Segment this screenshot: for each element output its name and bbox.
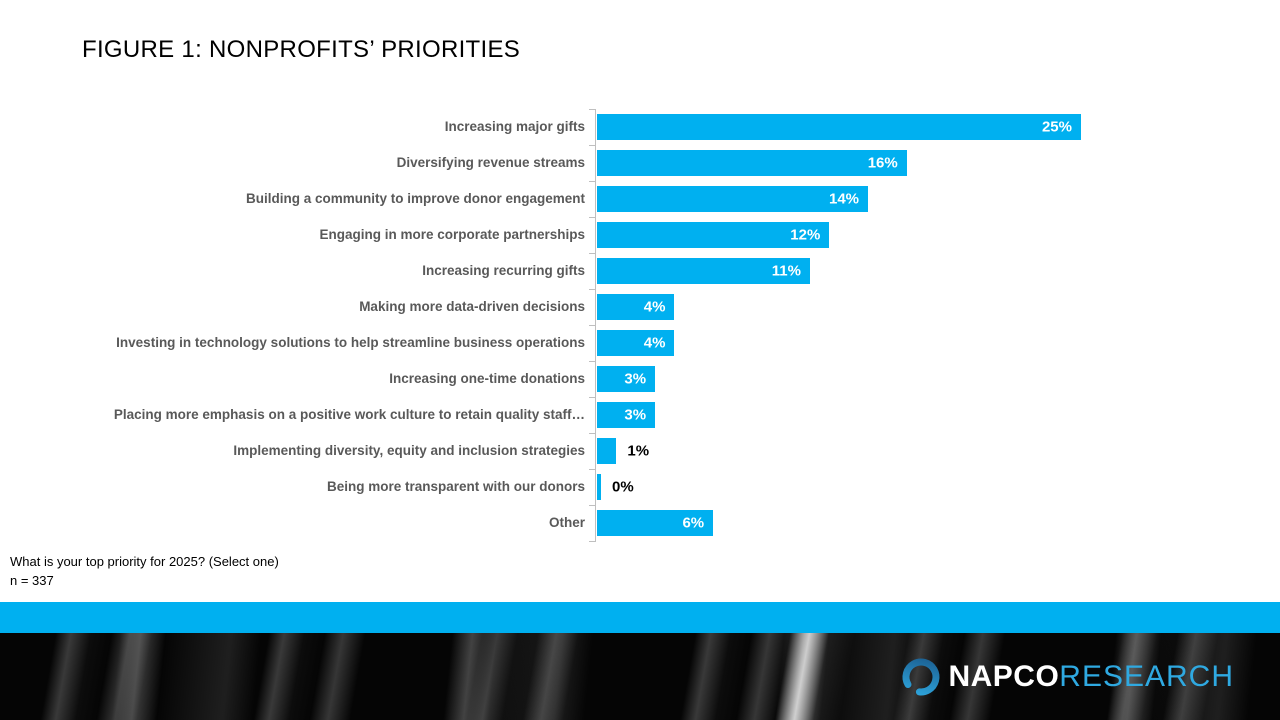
axis-tick [589, 541, 596, 542]
axis-tick [589, 253, 596, 254]
chart-row: Being more transparent with our donors 0% [0, 469, 1280, 505]
chart-row: Diversifying revenue streams 16% [0, 145, 1280, 181]
value-label: 25% [1041, 118, 1072, 136]
value-label: 14% [829, 190, 860, 208]
bar: 3% [597, 402, 656, 428]
bar [597, 438, 617, 464]
category-label: Increasing recurring gifts [422, 262, 585, 278]
bar-track: 4% [595, 325, 1280, 361]
chart-row: Engaging in more corporate partnerships 1… [0, 217, 1280, 253]
value-label: 16% [867, 154, 898, 172]
category-label: Increasing major gifts [444, 118, 585, 134]
bar-track: 0% [595, 469, 1280, 505]
footer-accent-band [0, 602, 1280, 633]
value-label: 6% [682, 514, 705, 532]
category-label: Building a community to improve donor en… [245, 190, 585, 206]
axis-tick [589, 181, 596, 182]
axis-tick [589, 325, 596, 326]
bar-track: 1% [595, 433, 1280, 469]
bar-track: 16% [595, 145, 1280, 181]
survey-question: What is your top priority for 2025? (Sel… [10, 554, 279, 569]
axis-tick [589, 433, 596, 434]
bar [597, 474, 601, 500]
axis-tick [589, 289, 596, 290]
axis-tick [589, 217, 596, 218]
value-label: 12% [790, 226, 821, 244]
axis-tick [589, 505, 596, 506]
category-label: Diversifying revenue streams [396, 154, 585, 170]
category-label: Engaging in more corporate partnerships [319, 226, 585, 242]
bar-track: 4% [595, 289, 1280, 325]
category-label: Increasing one-time donations [389, 370, 585, 386]
bar-track: 11% [595, 253, 1280, 289]
bar: 3% [597, 366, 656, 392]
logo-ring-icon [902, 658, 940, 695]
category-label: Investing in technology solutions to hel… [116, 334, 585, 350]
chart-row: Building a community to improve donor en… [0, 181, 1280, 217]
bar-track: 14% [595, 181, 1280, 217]
axis-tick [589, 469, 596, 470]
axis-tick [589, 361, 596, 362]
brand-napco-text: NAPCO [948, 659, 1060, 693]
sample-size: n = 337 [10, 573, 54, 588]
chart-row: Placing more emphasis on a positive work… [0, 397, 1280, 433]
category-label: Other [548, 514, 585, 530]
category-label: Making more data-driven decisions [359, 298, 585, 314]
value-label: 3% [624, 406, 647, 424]
bar: 16% [597, 150, 907, 176]
category-label: Placing more emphasis on a positive work… [113, 406, 585, 422]
bar: 12% [597, 222, 830, 248]
bar-track: 3% [595, 361, 1280, 397]
bar-track: 3% [595, 397, 1280, 433]
chart-row: Increasing recurring gifts 11% [0, 253, 1280, 289]
value-label: 11% [771, 262, 801, 280]
figure-title: FIGURE 1: NONPROFITS’ PRIORITIES [82, 36, 521, 63]
bar: 4% [597, 330, 675, 356]
bar: 14% [597, 186, 869, 212]
bar-track: 6% [595, 505, 1280, 541]
bar: 4% [597, 294, 675, 320]
chart-footnote: What is your top priority for 2025? (Sel… [10, 552, 279, 590]
bar: 25% [597, 114, 1081, 140]
axis-tick [589, 109, 596, 110]
axis-tick [589, 397, 596, 398]
bar: 6% [597, 510, 714, 536]
bar-track: 25% [595, 109, 1280, 145]
chart-row: Increasing one-time donations 3% [0, 361, 1280, 397]
napco-research-logo: NAPCO RESEARCH [901, 657, 1234, 697]
category-label: Being more transparent with our donors [326, 478, 585, 494]
chart-row: Increasing major gifts 25% [0, 109, 1280, 145]
chart-row: Making more data-driven decisions 4% [0, 289, 1280, 325]
chart-row: Implementing diversity, equity and inclu… [0, 433, 1280, 469]
value-label: 4% [643, 298, 666, 316]
value-label: 1% [627, 442, 650, 460]
value-label: 3% [624, 370, 647, 388]
chart-row: Other 6% [0, 505, 1280, 541]
brand-research-text: RESEARCH [1059, 659, 1234, 693]
bar: 11% [597, 258, 810, 284]
footer-background: NAPCO RESEARCH [0, 633, 1280, 720]
chart-row: Investing in technology solutions to hel… [0, 325, 1280, 361]
value-label: 0% [612, 478, 634, 496]
bar-track: 12% [595, 217, 1280, 253]
category-label: Implementing diversity, equity and inclu… [233, 442, 585, 458]
bar-chart: Increasing major gifts 25% Diversifying re… [0, 109, 1280, 542]
axis-tick [589, 145, 596, 146]
value-label: 4% [643, 334, 666, 352]
